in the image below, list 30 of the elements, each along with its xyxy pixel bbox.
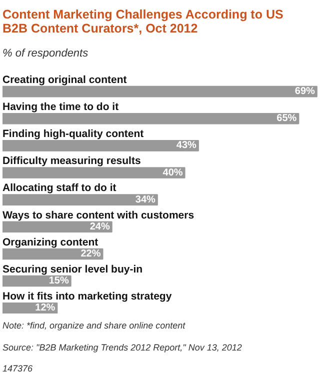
data-label: 69% [294, 86, 316, 98]
y-tick-label: Securing senior level buy-in [2, 263, 143, 276]
data-label: 65% [276, 113, 297, 124]
bar [2, 221, 112, 233]
chart-subtitle: % of respondents [2, 48, 89, 60]
y-tick-label: Difficulty measuring results [2, 155, 141, 168]
y-tick-label: How it fits into marketing strategy [2, 290, 172, 302]
bar [2, 248, 104, 260]
y-tick-label: Ways to share content with customers [2, 209, 194, 222]
bar [2, 112, 300, 124]
chart-title: Content Marketing Challenges According to US B2B Content Curators*, Oct 2012 [2, 8, 284, 36]
bar [2, 167, 186, 178]
y-tick-label: Allocating staff to do it [2, 182, 117, 194]
y-tick-label: Finding high-quality content [2, 128, 144, 140]
data-label: 24% [90, 221, 110, 232]
data-label: 22% [80, 248, 101, 260]
data-label: 40% [162, 167, 183, 178]
text: Note: *find, organize and share online content [2, 320, 186, 330]
y-tick-label: Having the time to do it [2, 100, 120, 113]
data-label: 43% [176, 140, 197, 152]
bar [2, 194, 158, 206]
bar [2, 86, 318, 98]
text: 147376 [2, 364, 33, 374]
data-label: 12% [35, 302, 56, 314]
y-tick-label: Organizing content [2, 236, 99, 248]
data-label: 34% [135, 194, 156, 206]
source-note: Source: "B2B Marketing Trends 2012 Report," Nov 13, 2012 [2, 342, 242, 352]
bar [2, 140, 199, 152]
y-tick-label: Creating original content [2, 74, 128, 86]
data-label: 15% [48, 276, 69, 287]
